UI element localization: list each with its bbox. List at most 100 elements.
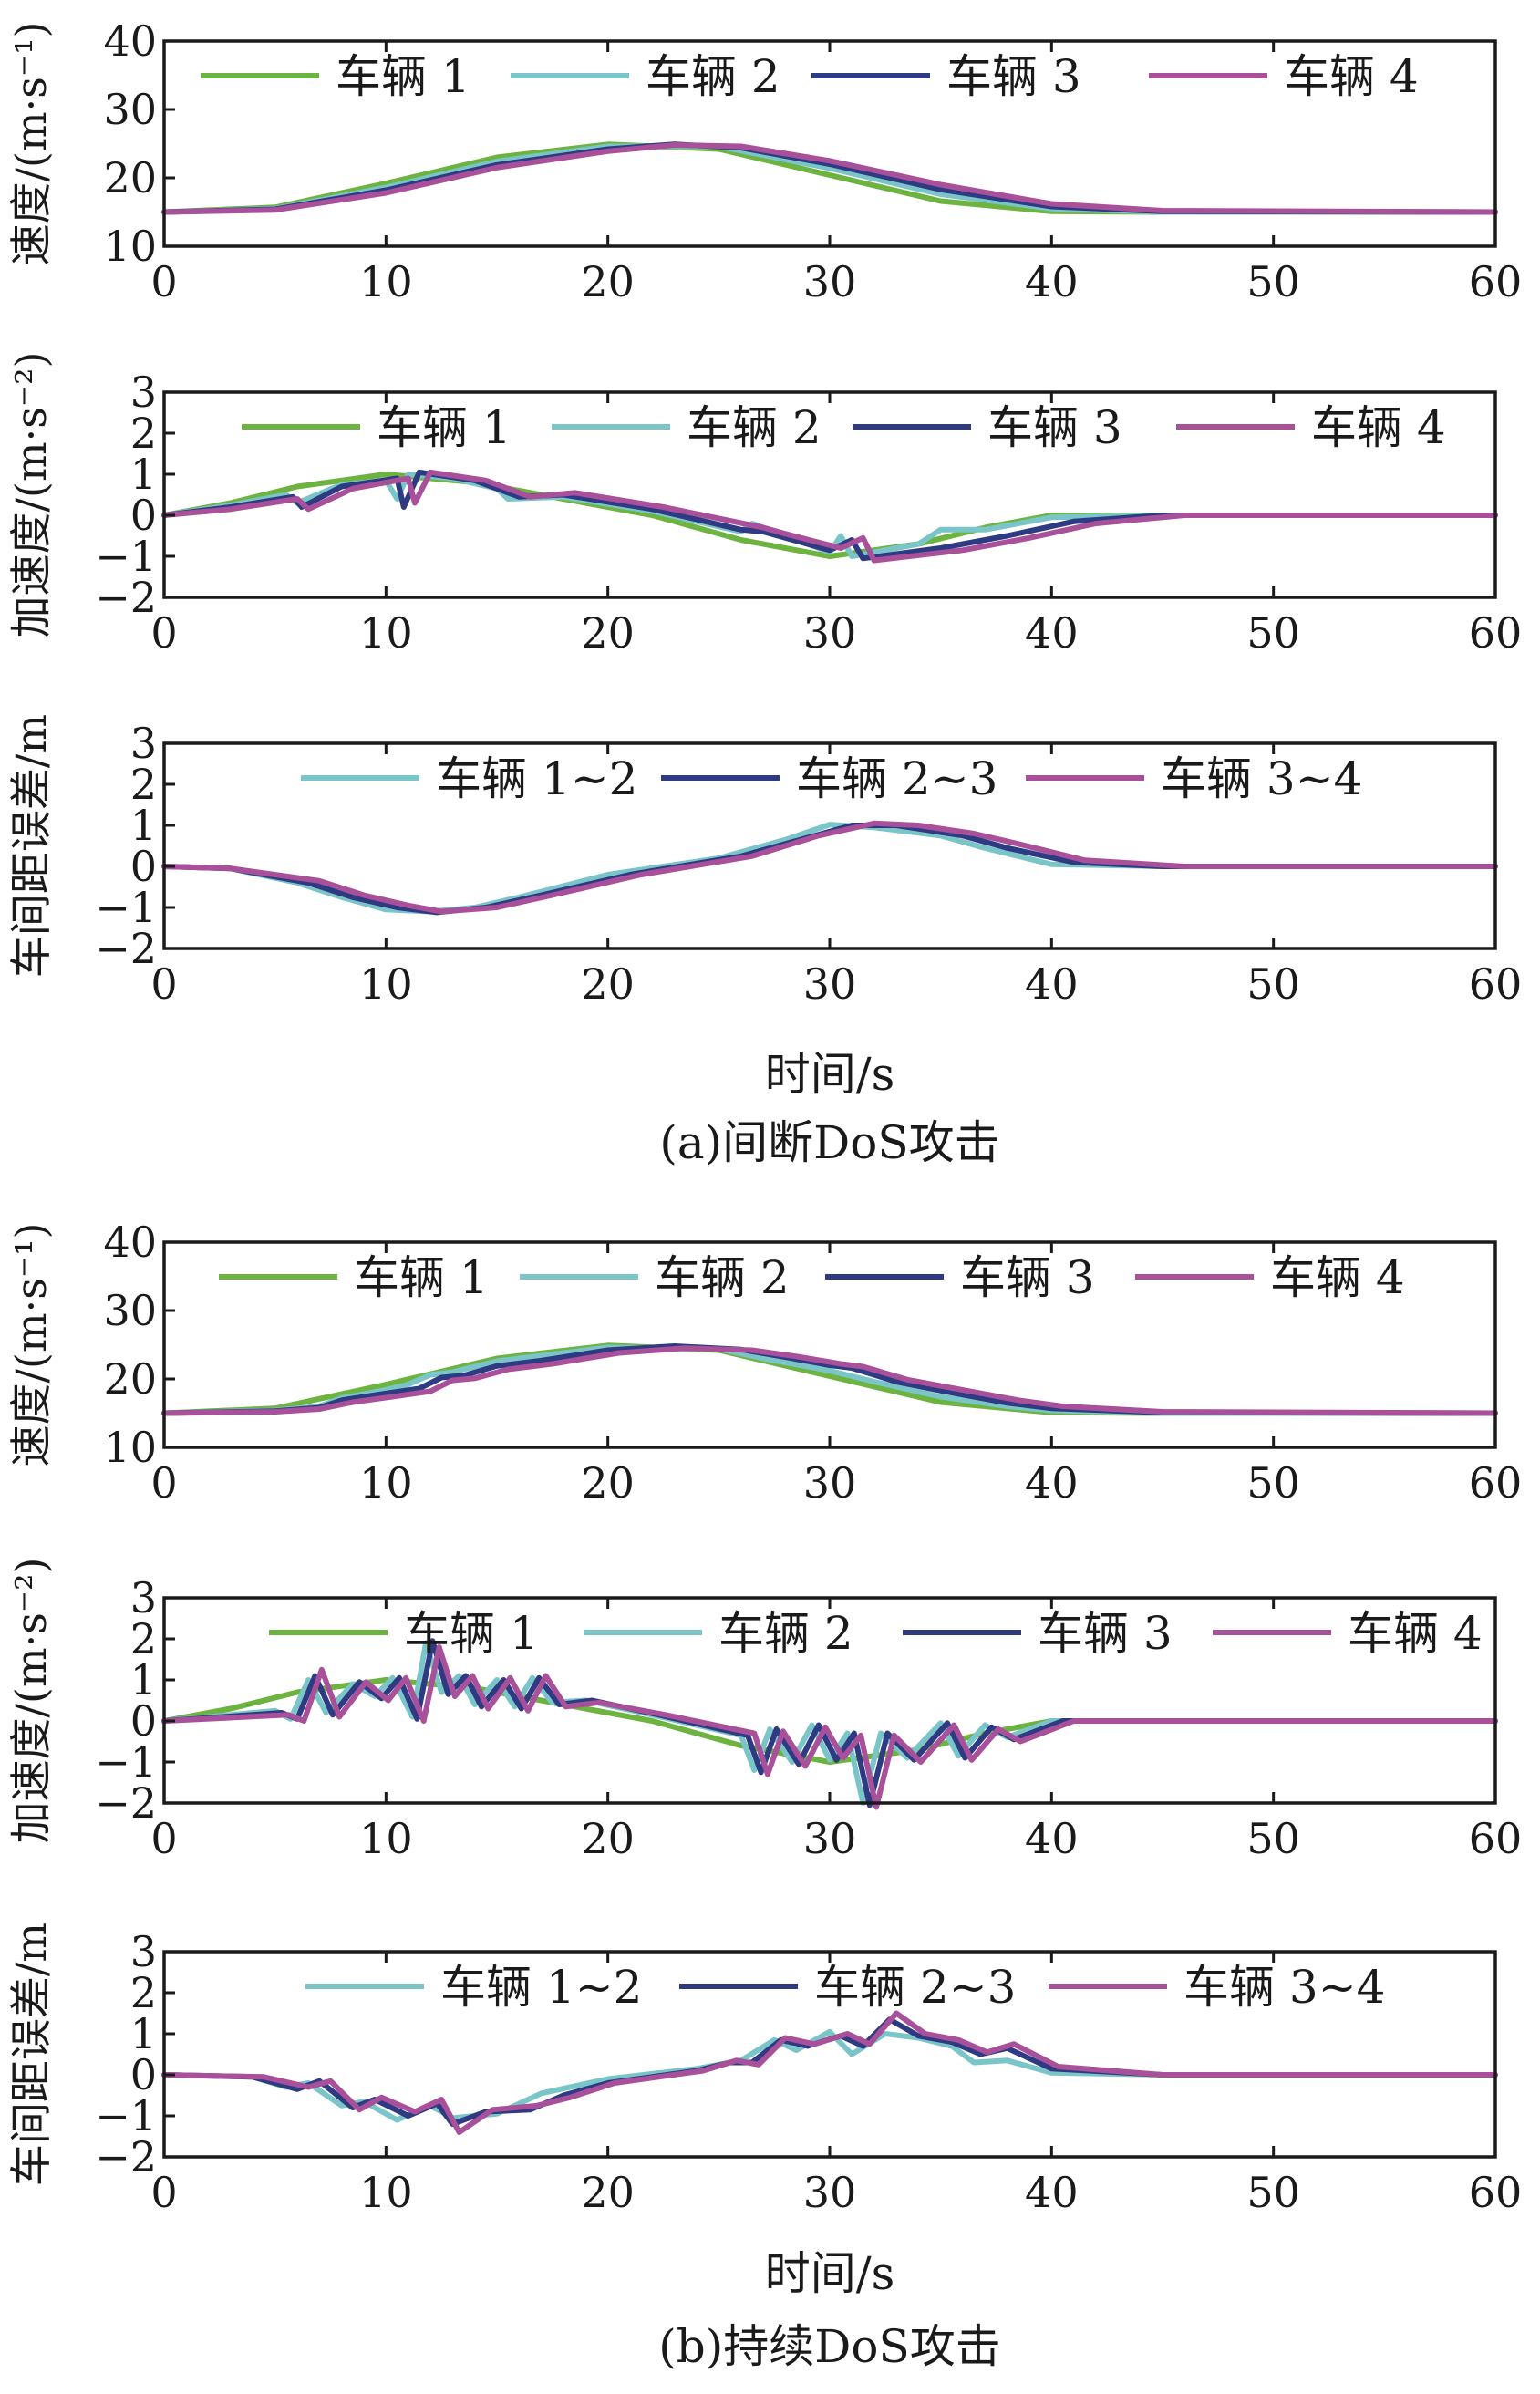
panel-1-chart-1-ytick-label-1: −1 xyxy=(95,1737,157,1787)
panel-1-chart-1-ytick-label-3: 1 xyxy=(130,1655,157,1705)
panel-0-chart-2-ytick-label-4: 2 xyxy=(130,760,157,809)
panel-1-chart-1-xtick-label-5: 50 xyxy=(1246,1814,1300,1863)
panel-0-chart-1-xtick-label-0: 0 xyxy=(150,608,177,658)
panel-0-chart-0-legend-label-2: 车辆 3 xyxy=(946,50,1081,103)
panel-1-chart-0-legend-label-3: 车辆 4 xyxy=(1270,1251,1405,1304)
panel-0-chart-2-xtick-label-3: 30 xyxy=(803,959,857,1009)
panel-1-chart-2-xtick-label-4: 40 xyxy=(1025,2168,1079,2217)
panel-0-chart-0-legend-label-3: 车辆 4 xyxy=(1284,50,1419,103)
panel-0-chart-1-legend-label-3: 车辆 4 xyxy=(1311,401,1446,454)
panel-0-chart-2-legend-label-2: 车辆 3~4 xyxy=(1161,752,1362,805)
panel-1-chart-0-xtick-label-4: 40 xyxy=(1025,1458,1079,1508)
panel-1-chart-1-ytick-label-0: −2 xyxy=(95,1778,157,1828)
panel-0-chart-2-ytick-label-5: 3 xyxy=(130,719,157,768)
panel-0-chart-1-xtick-label-3: 30 xyxy=(803,608,857,658)
panel-0-chart-1-ytick-label-3: 1 xyxy=(130,450,157,499)
panel-0-chart-2-xtick-label-0: 0 xyxy=(150,959,177,1009)
panel-0-chart-0-xtick-label-3: 30 xyxy=(803,257,857,306)
panel-0-chart-1-ylabel: 加速度/(m·s⁻²) xyxy=(6,352,56,638)
panel-0-chart-1-legend-label-1: 车辆 2 xyxy=(687,401,822,454)
panel-1-chart-1-legend-label-2: 车辆 3 xyxy=(1038,1607,1173,1660)
panel-0-chart-1-xtick-label-6: 60 xyxy=(1469,608,1523,658)
panel-0-chart-1-xtick-label-4: 40 xyxy=(1025,608,1079,658)
panel-0-chart-2-legend-label-1: 车辆 2~3 xyxy=(796,752,997,805)
panel-1-chart-0-legend-label-1: 车辆 2 xyxy=(655,1251,790,1304)
panel-1-chart-0-ytick-label-1: 20 xyxy=(103,1354,157,1404)
panel-0-chart-1-series-2 xyxy=(161,469,1498,562)
panel-0-chart-1-ytick-label-4: 2 xyxy=(130,409,157,458)
panel-0-chart-0-xtick-label-5: 50 xyxy=(1246,257,1300,306)
panel-1-chart-2-legend-label-0: 车辆 1~2 xyxy=(440,1961,642,2014)
panel-1-chart-2-xtick-label-5: 50 xyxy=(1246,2168,1300,2217)
panel-1-chart-0-ytick-label-2: 30 xyxy=(103,1286,157,1335)
panel-1-chart-2-ylabel: 车间距误差/m xyxy=(6,1922,56,2186)
panel-0-caption: (a)间断DoS攻击 xyxy=(659,1116,999,1169)
panel-0-chart-0-xtick-label-1: 10 xyxy=(359,257,413,306)
panel-0-chart-0-ylabel: 速度/(m·s⁻¹) xyxy=(6,22,56,266)
panel-1-chart-2-series-2 xyxy=(161,2010,1498,2135)
panel-1-chart-2-ytick-label-5: 3 xyxy=(130,1927,157,1976)
panel-1-chart-0-ylabel: 速度/(m·s⁻¹) xyxy=(6,1223,56,1467)
panel-0-chart-2-ytick-label-0: −2 xyxy=(95,924,157,973)
panel-0-chart-2-ylabel: 车间距误差/m xyxy=(6,714,56,978)
panel-0-xlabel: 时间/s xyxy=(765,1048,895,1101)
panel-0-chart-0-xtick-label-0: 0 xyxy=(150,257,177,306)
panel-0-chart-2-xtick-label-6: 60 xyxy=(1469,959,1523,1009)
panel-0-chart-1-xtick-label-2: 20 xyxy=(581,608,635,658)
panel-1-chart-2-legend-label-2: 车辆 3~4 xyxy=(1183,1961,1385,2014)
panel-1-chart-1-series-3 xyxy=(161,1644,1498,1810)
panel-1-chart-0-xtick-label-2: 20 xyxy=(581,1458,635,1508)
panel-0-chart-0-series-2 xyxy=(161,141,1498,215)
panel-1-chart-1-xtick-label-2: 20 xyxy=(581,1814,635,1863)
panel-0-chart-0-legend-label-0: 车辆 1 xyxy=(336,50,470,103)
panel-1-chart-1-xtick-label-0: 0 xyxy=(150,1814,177,1863)
panel-0-chart-1-xtick-label-5: 50 xyxy=(1246,608,1300,658)
panel-0-chart-1-series-3 xyxy=(161,469,1498,564)
panel-0-chart-2-ytick-label-1: −1 xyxy=(95,883,157,932)
panel-1-chart-1-xtick-label-4: 40 xyxy=(1025,1814,1079,1863)
panel-0-chart-2-xtick-label-5: 50 xyxy=(1246,959,1300,1009)
panel-1-xlabel: 时间/s xyxy=(765,2247,895,2300)
panel-1-chart-1-xtick-label-6: 60 xyxy=(1469,1814,1523,1863)
panel-0-chart-0-series-1 xyxy=(161,143,1498,215)
panel-1-chart-1-legend-label-1: 车辆 2 xyxy=(718,1607,853,1660)
panel-1-chart-0-ytick-label-0: 10 xyxy=(103,1423,157,1472)
panel-1-chart-2-xtick-label-2: 20 xyxy=(581,2168,635,2217)
panel-1-chart-1-xtick-label-1: 10 xyxy=(359,1814,413,1863)
panel-0-chart-0-ytick-label-2: 30 xyxy=(103,85,157,134)
panel-1-chart-2-xtick-label-0: 0 xyxy=(150,2168,177,2217)
panel-0-chart-1-xtick-label-1: 10 xyxy=(359,608,413,658)
panel-0-chart-2-xtick-label-2: 20 xyxy=(581,959,635,1009)
panel-1-chart-2-xtick-label-3: 30 xyxy=(803,2168,857,2217)
panel-1-chart-1-ytick-label-2: 0 xyxy=(130,1696,157,1746)
panel-0-chart-0-series-0 xyxy=(161,141,1498,215)
panel-0-chart-0-ytick-label-3: 40 xyxy=(103,16,157,66)
panel-1-chart-1-legend-label-3: 车辆 4 xyxy=(1348,1607,1483,1660)
panel-1-chart-0-legend-label-0: 车辆 1 xyxy=(354,1251,489,1304)
panel-0-chart-0-ytick-label-1: 20 xyxy=(103,153,157,202)
panel-0-chart-2-ytick-label-3: 1 xyxy=(130,801,157,850)
panel-0-chart-2-legend-label-0: 车辆 1~2 xyxy=(436,752,637,805)
panel-0-chart-1-ytick-label-1: −1 xyxy=(95,532,157,581)
panel-1-chart-2-ytick-label-1: −1 xyxy=(95,2091,157,2140)
panel-0-chart-0-legend-label-1: 车辆 2 xyxy=(646,50,780,103)
panel-0-chart-1-axes-frame xyxy=(162,390,1497,599)
panel-0-chart-0-ytick-label-0: 10 xyxy=(103,222,157,271)
panel-1-chart-2-xtick-label-1: 10 xyxy=(359,2168,413,2217)
panel-0-chart-2-xtick-label-4: 40 xyxy=(1025,959,1079,1009)
panel-0-chart-2-ytick-label-2: 0 xyxy=(130,842,157,891)
panel-0-chart-0-xtick-label-2: 20 xyxy=(581,257,635,306)
panel-1-chart-2-ytick-label-2: 0 xyxy=(130,2050,157,2099)
panel-0-chart-1-ytick-label-5: 3 xyxy=(130,368,157,417)
panel-1-chart-0-xtick-label-3: 30 xyxy=(803,1458,857,1508)
panel-0-chart-0-xtick-label-4: 40 xyxy=(1025,257,1079,306)
panel-1-caption: (b)持续DoS攻击 xyxy=(658,2320,1000,2373)
panel-1-chart-0-legend-label-2: 车辆 3 xyxy=(960,1251,1095,1304)
panel-1-chart-2-ytick-label-4: 2 xyxy=(130,1968,157,2017)
panel-1-chart-2-xtick-label-6: 60 xyxy=(1469,2168,1523,2217)
panel-0-chart-0-series-3 xyxy=(161,142,1498,215)
